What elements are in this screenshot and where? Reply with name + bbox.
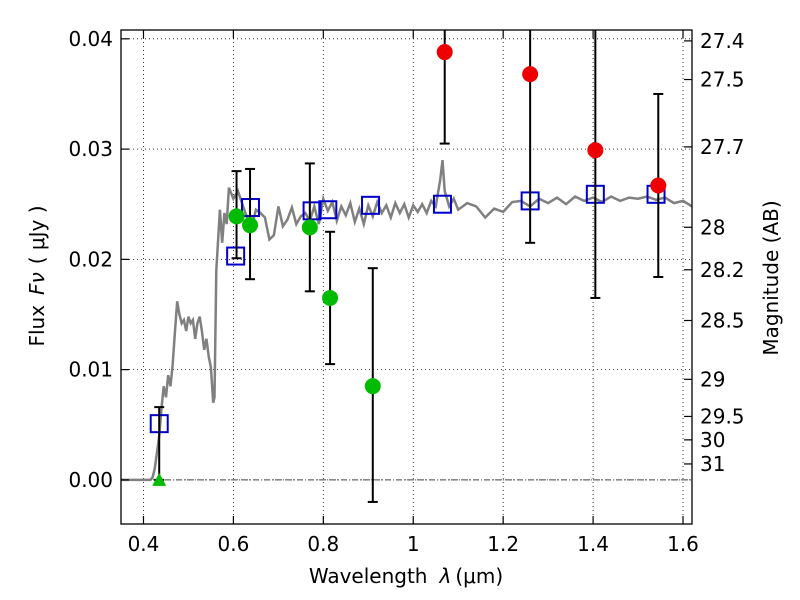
x-tick-label: 1.6	[667, 532, 699, 556]
red-point	[587, 142, 604, 159]
y-axis-label: FluxFν( μJy )	[25, 205, 49, 346]
green-point	[301, 219, 318, 236]
x-tick-label: 1	[407, 532, 420, 556]
green-point	[242, 217, 259, 234]
x-tick-label: 0.4	[128, 532, 160, 556]
magnitude-tick-label: 29	[700, 367, 725, 391]
magnitude-tick-label: 27.4	[700, 29, 745, 53]
red-point	[436, 44, 453, 61]
model-point	[318, 200, 338, 220]
x-axis: 0.4 0.6 0.8 1 1.2 1.4 1.6	[128, 30, 699, 556]
green-upper-limit-triangle	[152, 472, 167, 486]
magnitude-tick-label: 30	[700, 428, 725, 452]
y-axis: 0.00 0.01 0.02 0.03 0.04	[68, 27, 129, 492]
x-axis-label: Wavelength λ (μm)	[309, 564, 503, 588]
green-point	[364, 378, 381, 395]
red-points	[436, 44, 667, 194]
x-tick-label: 1.4	[577, 532, 609, 556]
y-tick-label: 0.01	[68, 358, 113, 382]
green-point	[322, 289, 339, 306]
x-tick-label: 0.6	[217, 532, 249, 556]
y-tick-label: 0.02	[68, 247, 113, 271]
magnitude-tick-label: 27.7	[700, 135, 745, 159]
y-tick-label: 0.00	[68, 468, 113, 492]
magnitude-tick-label: 31	[700, 452, 725, 476]
green-point	[228, 208, 245, 225]
model-point	[302, 201, 322, 221]
y-tick-label: 0.03	[68, 137, 113, 161]
red-point	[650, 177, 667, 194]
magnitude-axis-label: Magnitude (AB)	[759, 200, 783, 355]
green-points	[152, 208, 381, 486]
y-tick-label: 0.04	[68, 27, 113, 51]
magnitude-tick-label: 28	[700, 215, 725, 239]
magnitude-tick-label: 28.5	[700, 309, 745, 333]
magnitude-tick-label: 28.2	[700, 258, 745, 282]
model-point	[432, 194, 452, 214]
red-point	[522, 66, 539, 83]
magnitude-tick-label: 29.5	[700, 404, 745, 428]
model-point	[361, 195, 381, 215]
x-tick-label: 0.8	[307, 532, 339, 556]
x-tick-label: 1.2	[487, 532, 519, 556]
plot-area	[121, 30, 692, 503]
plot-frame	[120, 29, 693, 525]
magnitude-tick-label: 27.5	[700, 68, 745, 92]
